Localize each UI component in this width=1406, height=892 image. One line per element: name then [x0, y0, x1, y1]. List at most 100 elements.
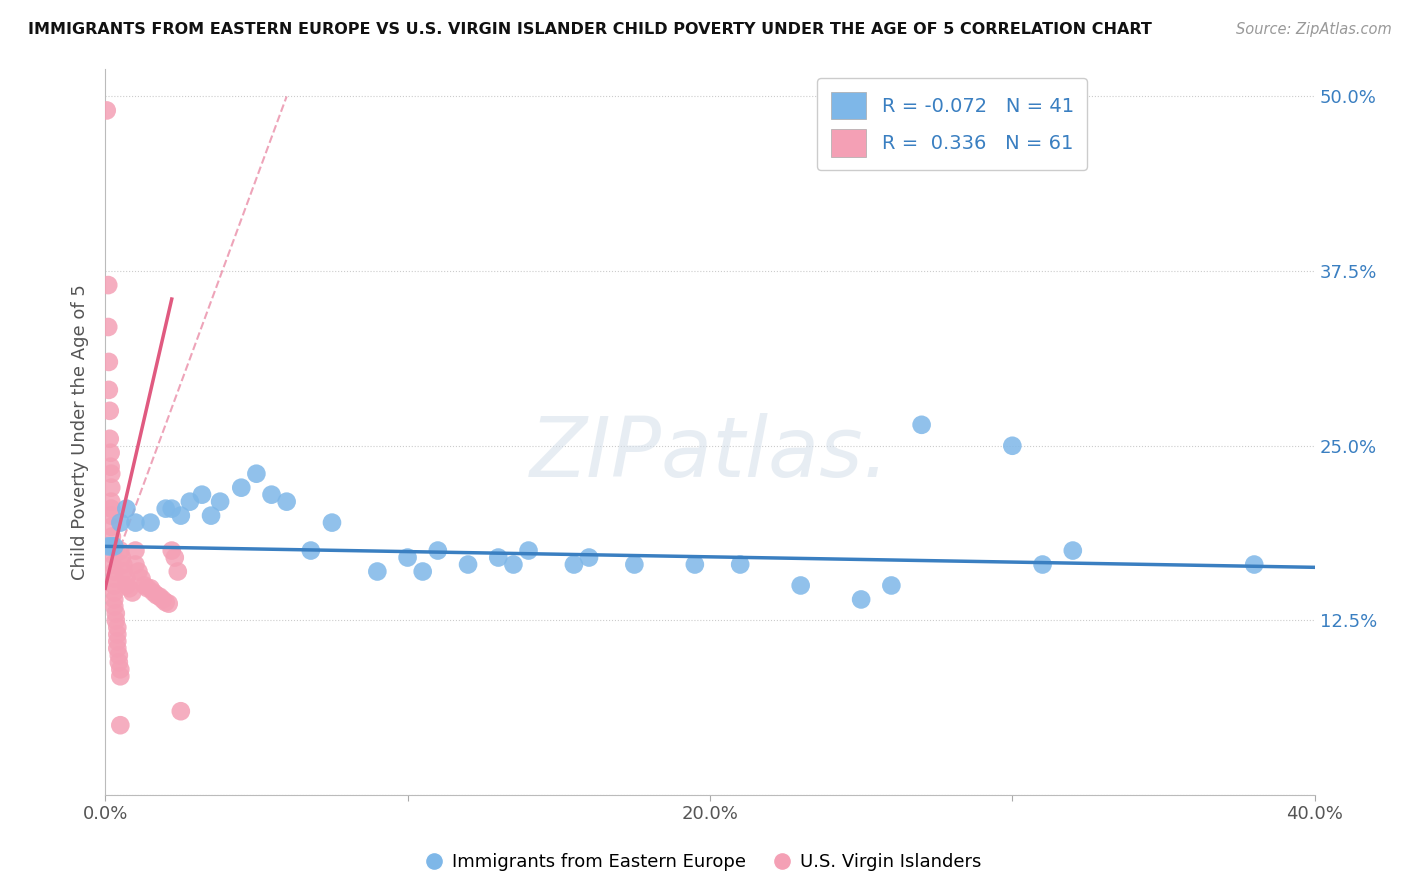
Point [101, 530, 124, 544]
Point [486, 550, 509, 565]
Point [103, 565, 125, 579]
Point [112, 565, 135, 579]
Point [101, 558, 124, 572]
Point [578, 550, 600, 565]
Point [101, 548, 124, 562]
Text: Source: ZipAtlas.com: Source: ZipAtlas.com [1236, 22, 1392, 37]
Point [157, 597, 180, 611]
Point [134, 578, 156, 592]
Point [115, 578, 138, 592]
Point [110, 718, 132, 732]
Point [155, 501, 177, 516]
Point [426, 543, 449, 558]
Point [910, 417, 932, 432]
Point [562, 558, 585, 572]
Point [100, 494, 122, 508]
Point [105, 627, 128, 641]
Legend: Immigrants from Eastern Europe, U.S. Virgin Islanders: Immigrants from Eastern Europe, U.S. Vir… [418, 847, 988, 879]
Legend: R = -0.072   N = 41, R =  0.336   N = 61: R = -0.072 N = 41, R = 0.336 N = 61 [817, 78, 1087, 170]
Point [191, 488, 214, 502]
Point [1001, 439, 1024, 453]
Point [200, 508, 222, 523]
Point [880, 578, 903, 592]
Y-axis label: Child Poverty Under the Age of 5: Child Poverty Under the Age of 5 [72, 284, 89, 580]
Point [105, 620, 128, 634]
Point [103, 578, 125, 592]
Point [100, 501, 122, 516]
Point [683, 558, 706, 572]
Point [103, 572, 125, 586]
Point [111, 550, 134, 565]
Point [1243, 558, 1265, 572]
Point [849, 592, 872, 607]
Point [103, 540, 125, 554]
Point [112, 558, 135, 572]
Point [502, 558, 524, 572]
Point [170, 704, 193, 718]
Point [124, 516, 146, 530]
Point [412, 565, 434, 579]
Point [97, 540, 120, 554]
Point [145, 588, 167, 602]
Point [457, 558, 479, 572]
Point [118, 582, 141, 596]
Point [245, 467, 267, 481]
Point [110, 669, 132, 683]
Point [96, 103, 118, 118]
Point [124, 543, 146, 558]
Point [108, 656, 131, 670]
Point [1032, 558, 1054, 572]
Point [103, 599, 125, 614]
Point [100, 481, 122, 495]
Point [115, 501, 138, 516]
Point [101, 540, 124, 554]
Text: IMMIGRANTS FROM EASTERN EUROPE VS U.S. VIRGIN ISLANDER CHILD POVERTY UNDER THE A: IMMIGRANTS FROM EASTERN EUROPE VS U.S. V… [28, 22, 1152, 37]
Point [110, 516, 132, 530]
Point [170, 508, 193, 523]
Point [121, 585, 143, 599]
Point [517, 543, 540, 558]
Point [110, 543, 132, 558]
Point [100, 467, 122, 481]
Point [105, 641, 128, 656]
Point [728, 558, 751, 572]
Point [149, 590, 172, 604]
Point [131, 572, 153, 586]
Point [127, 565, 149, 579]
Point [98, 404, 121, 418]
Point [260, 488, 283, 502]
Point [100, 446, 122, 460]
Point [103, 585, 125, 599]
Point [100, 540, 122, 554]
Point [1062, 543, 1084, 558]
Point [110, 662, 132, 676]
Point [160, 501, 183, 516]
Point [231, 481, 253, 495]
Point [105, 634, 128, 648]
Point [139, 582, 162, 596]
Point [152, 592, 174, 607]
Point [179, 494, 201, 508]
Point [155, 595, 177, 609]
Point [100, 520, 122, 534]
Point [396, 550, 419, 565]
Point [115, 572, 138, 586]
Point [97, 355, 120, 369]
Point [299, 543, 322, 558]
Point [166, 565, 188, 579]
Point [104, 614, 127, 628]
Point [142, 585, 165, 599]
Point [321, 516, 343, 530]
Point [209, 494, 232, 508]
Point [789, 578, 811, 592]
Point [100, 508, 122, 523]
Point [160, 543, 183, 558]
Point [97, 320, 120, 334]
Point [139, 516, 162, 530]
Point [623, 558, 645, 572]
Point [97, 383, 120, 397]
Point [104, 607, 127, 621]
Point [103, 592, 125, 607]
Point [276, 494, 298, 508]
Point [366, 565, 388, 579]
